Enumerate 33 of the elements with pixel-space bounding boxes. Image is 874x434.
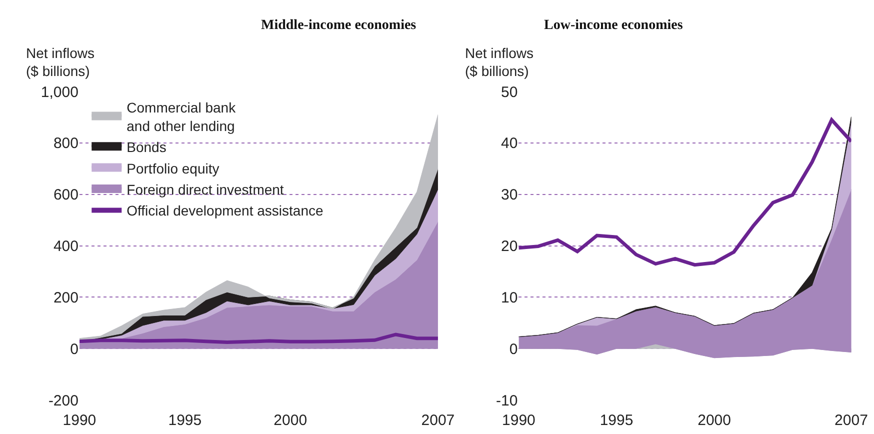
- y-tick-label: 200: [53, 289, 78, 306]
- legend-label: Official development assistance: [126, 202, 324, 219]
- y-tick-label: 600: [53, 186, 78, 204]
- y-axis-title: Net inflows ($ billions): [465, 45, 534, 80]
- x-tick-label: 1990: [502, 412, 536, 430]
- y-tick-label: -10: [496, 392, 518, 410]
- x-tick-label: 2007: [421, 412, 455, 430]
- y-tick-label: 1,000: [40, 84, 78, 101]
- y-tick-label: 800: [53, 135, 78, 152]
- legend-label: Commercial bank and other lending: [126, 100, 237, 134]
- y-tick-label: 0: [509, 340, 518, 358]
- y-tick-label: 400: [53, 238, 78, 256]
- legend-label: Bonds: [126, 139, 166, 156]
- x-tick-label: 1995: [168, 412, 202, 430]
- y-tick-label: 40: [501, 135, 518, 152]
- x-tick-label: 1995: [600, 412, 634, 430]
- y-tick-label: 10: [501, 289, 518, 306]
- legend-label: Portfolio equity: [126, 160, 220, 176]
- line-series: [518, 118, 852, 267]
- chart-title: Low-income economies: [544, 18, 684, 33]
- line-series: [79, 332, 438, 344]
- y-tick-label: 0: [70, 340, 78, 358]
- chart-title: Middle-income economies: [261, 18, 417, 33]
- x-tick-label: 2000: [274, 412, 308, 430]
- y-tick-label: 50: [501, 84, 518, 101]
- y-tick-label: -200: [48, 392, 78, 410]
- y-tick-label: 30: [501, 186, 518, 204]
- y-tick-label: 20: [501, 238, 518, 256]
- x-tick-label: 1990: [62, 412, 96, 430]
- x-tick-label: 2007: [834, 412, 868, 430]
- y-axis-title: Net inflows ($ billions): [26, 45, 94, 80]
- x-tick-label: 2000: [698, 412, 731, 430]
- legend-label: Foreign direct investment: [126, 181, 284, 198]
